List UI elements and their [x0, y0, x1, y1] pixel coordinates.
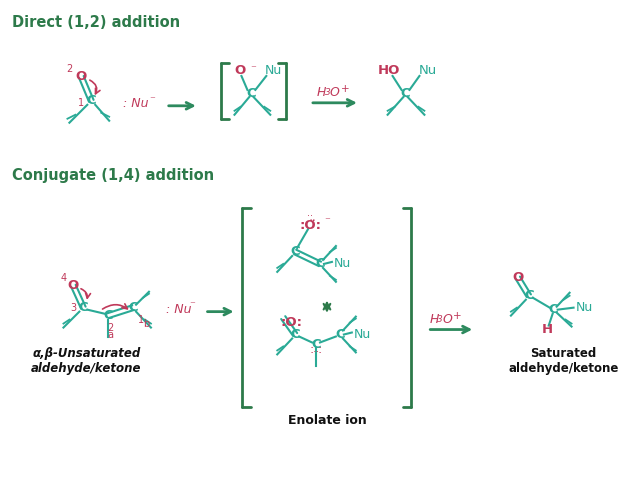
- Text: O: O: [75, 70, 87, 84]
- Text: α,β-Unsaturated
aldehyde/ketone: α,β-Unsaturated aldehyde/ketone: [31, 347, 142, 375]
- Text: Enolate ion: Enolate ion: [288, 414, 366, 427]
- Text: C: C: [549, 303, 558, 316]
- Text: Saturated
aldehyde/ketone: Saturated aldehyde/ketone: [509, 347, 619, 375]
- Text: C: C: [524, 289, 534, 302]
- Text: 1: 1: [138, 315, 144, 325]
- Text: ··: ··: [312, 347, 320, 357]
- Text: ⁻: ⁻: [324, 216, 330, 226]
- Text: C: C: [290, 328, 300, 341]
- Text: C: C: [79, 301, 88, 314]
- Text: C: C: [86, 95, 96, 107]
- Text: :: :: [318, 343, 322, 356]
- Text: +: +: [453, 311, 462, 321]
- Text: HO: HO: [378, 64, 400, 78]
- Text: C: C: [128, 301, 138, 314]
- Text: C: C: [311, 338, 321, 351]
- Text: b: b: [143, 319, 149, 329]
- Text: O: O: [512, 271, 523, 284]
- Text: 3: 3: [325, 89, 331, 98]
- Text: C: C: [335, 328, 344, 341]
- Text: H: H: [542, 323, 553, 336]
- Text: +: +: [341, 84, 350, 94]
- Text: : Nu: : Nu: [123, 98, 149, 110]
- Text: a: a: [107, 330, 113, 340]
- Text: C: C: [290, 246, 300, 258]
- Text: ··: ··: [307, 211, 313, 221]
- Text: 2: 2: [66, 64, 73, 74]
- Text: O: O: [442, 313, 452, 326]
- Text: C: C: [104, 309, 113, 322]
- Text: Nu: Nu: [265, 64, 282, 78]
- Text: O: O: [68, 279, 79, 292]
- Text: : Nu: : Nu: [166, 303, 191, 316]
- Text: Conjugate (1,4) addition: Conjugate (1,4) addition: [12, 168, 214, 184]
- Text: :O:: :O:: [280, 316, 302, 329]
- Text: Nu: Nu: [419, 64, 436, 78]
- Text: :Ö:: :Ö:: [299, 219, 321, 232]
- Text: O: O: [330, 86, 340, 99]
- Text: O: O: [235, 64, 246, 78]
- Text: H: H: [429, 313, 439, 326]
- Text: Direct (1,2) addition: Direct (1,2) addition: [12, 15, 180, 30]
- Text: :: :: [310, 343, 314, 356]
- Text: Nu: Nu: [576, 301, 593, 314]
- Text: Nu: Nu: [354, 328, 371, 341]
- Text: 2: 2: [107, 323, 113, 333]
- Text: Nu: Nu: [334, 257, 351, 270]
- Text: 4: 4: [60, 273, 66, 283]
- Text: 3: 3: [437, 315, 443, 324]
- Text: ⁻: ⁻: [190, 300, 196, 311]
- Text: 1: 1: [79, 98, 84, 108]
- Text: 3: 3: [70, 302, 77, 313]
- Text: C: C: [401, 87, 410, 100]
- Text: H: H: [317, 86, 327, 99]
- Text: C: C: [247, 87, 256, 100]
- Text: ⁻: ⁻: [149, 95, 155, 105]
- Text: C: C: [315, 257, 325, 270]
- Text: ⁻: ⁻: [250, 64, 256, 74]
